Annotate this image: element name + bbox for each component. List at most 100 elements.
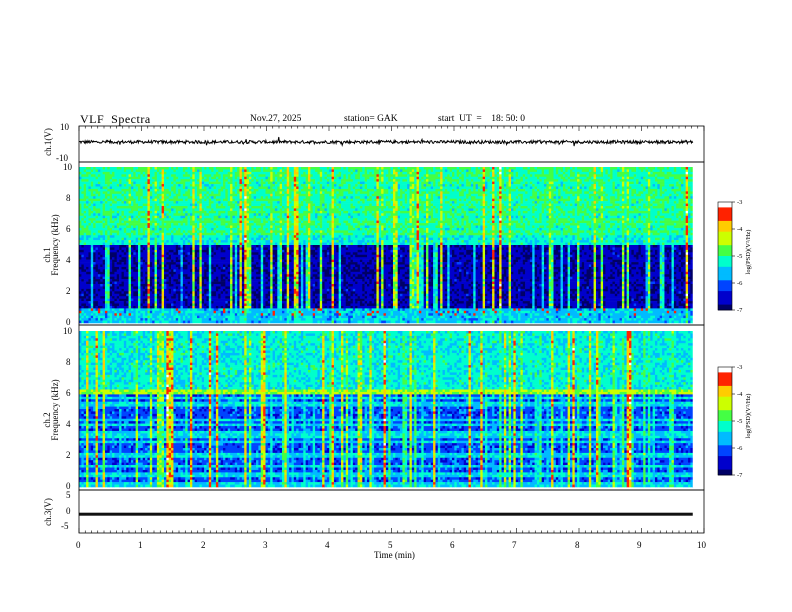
ch1-spec-cell — [86, 220, 92, 224]
ch1-spec-cell — [364, 184, 368, 187]
ch1-spec-cell — [636, 201, 639, 204]
ch1-spec-cell — [140, 171, 144, 175]
ch1-spec-cell — [390, 203, 394, 207]
ch1-spec-cell — [201, 242, 205, 246]
ch1-spec-cell — [265, 176, 269, 180]
ch1-spec-cell — [227, 193, 231, 197]
ch1-spec-cell — [553, 176, 561, 180]
ch1-spec-cell — [374, 215, 377, 219]
ch1-spec-cell — [201, 206, 207, 209]
ch1-spec-cell — [241, 210, 245, 214]
ch1-spec-cell — [454, 213, 457, 217]
ch1-spec-cell — [315, 235, 318, 238]
ch1-spec-cell — [553, 203, 566, 207]
ch1-spec-cell — [81, 171, 87, 175]
ch1-spec-cell — [570, 218, 576, 221]
ch1-spec-cell — [286, 213, 290, 217]
ch1-spec-cell — [142, 206, 148, 209]
ch1-spec-cell — [204, 218, 212, 221]
ch1-spec-cell — [246, 193, 252, 197]
ch1-spec-cell — [83, 220, 87, 224]
ch1-spec-cell — [664, 208, 668, 212]
ch1-spec-cell — [371, 230, 375, 234]
ch1-spec-cell — [199, 171, 203, 175]
ch1-spec-cell — [130, 235, 144, 238]
ch1-spec-cell — [411, 218, 420, 221]
ch1-spec-cell — [140, 218, 146, 221]
ch1-spec-cell — [570, 167, 573, 170]
ch1-spec-cell — [433, 208, 436, 212]
ch1-spec-cell — [506, 181, 509, 185]
ch1-spec-cell — [366, 240, 370, 243]
ch1-spec-cell — [520, 232, 524, 236]
ch1-spec-cell — [680, 218, 684, 221]
ch1-spec-cell — [492, 167, 495, 170]
ch1-spec-cell — [376, 188, 382, 192]
ch1-spec-cell — [133, 232, 136, 236]
ch1-spec-cell — [324, 191, 332, 195]
ch1-spec-cell — [418, 193, 424, 197]
ch1-spec-cell — [683, 235, 686, 238]
ch1-spec-cell — [83, 225, 87, 229]
ch1-spec-cell — [331, 206, 335, 209]
ch1-spec-cell — [603, 196, 606, 199]
ch1-spec-cell — [624, 235, 627, 238]
ch1-spec-cell — [593, 198, 601, 202]
ch1-spec-cell — [100, 245, 103, 248]
ch1-spec-cell — [499, 206, 502, 209]
ch1-spec-cell — [121, 213, 125, 217]
ch1-spec-cell — [232, 215, 236, 219]
ch1-spec-cell — [595, 176, 611, 180]
ch1-spec-cell — [331, 230, 335, 234]
ch1-spec-cell — [404, 220, 410, 224]
ch1-spec-cell — [251, 167, 254, 170]
ch1-spec-cell — [574, 213, 578, 217]
ch1-spec-cell — [544, 235, 550, 238]
ch1-spec-cell — [451, 181, 457, 185]
ch1-spec-cell — [433, 198, 441, 202]
ch1-spec-cell — [154, 206, 160, 209]
ch1-spec-cell — [286, 210, 290, 214]
ch1-spec-cell — [690, 232, 694, 236]
ch1-spec-cell — [147, 223, 151, 226]
ch1-spec-cell — [366, 169, 375, 173]
ch1-spec-cell — [440, 179, 443, 182]
ch1-spec-cell — [520, 206, 528, 209]
ch1-spec-cell — [194, 188, 198, 192]
ch1-spec-cell — [282, 235, 285, 238]
ch1-spec-cell — [501, 213, 512, 217]
ch1-spec-cell — [161, 227, 165, 231]
ch1-spec-cell — [218, 215, 221, 219]
ch1-spec-cell — [600, 223, 606, 226]
ch1-spec-cell — [534, 184, 545, 187]
ch1-spec-cell — [270, 203, 273, 207]
ch1-spec-cell — [409, 176, 415, 180]
ch1-spec-cell — [279, 181, 283, 185]
ch1-spec-cell — [527, 218, 535, 221]
ch1-spec-cell — [572, 186, 576, 190]
ch1-spec-cell — [470, 227, 481, 231]
ch1-spec-cell — [392, 176, 396, 180]
ch1-spec-cell — [459, 186, 474, 190]
ch1-spec-cell — [529, 240, 533, 243]
ch1-spec-cell — [286, 242, 290, 246]
ch1-spec-cell — [239, 186, 243, 190]
ch1-spec-cell — [426, 174, 429, 178]
ch1-spec-cell — [435, 171, 441, 175]
ch1-spec-cell — [256, 237, 262, 241]
ch1-spec-cell — [192, 240, 195, 243]
ch1-spec-cell — [385, 237, 389, 241]
ch1-spec-cell — [480, 230, 483, 234]
ch1-spec-cell — [199, 193, 203, 197]
ch1-spec-cell — [506, 167, 509, 170]
ch1-spec-cell — [532, 181, 538, 185]
ch1-spec-cell — [470, 225, 476, 229]
ch1-spec-cell — [508, 220, 519, 224]
ch1-spec-cell — [366, 186, 375, 190]
ch1-spec-cell — [239, 235, 243, 238]
ch1-spec-cell — [175, 227, 179, 231]
ch1-spec-cell — [567, 186, 571, 190]
ch1-spec-cell — [244, 201, 247, 204]
ch1-spec-cell — [133, 210, 139, 214]
ch1-spec-cell — [418, 210, 422, 214]
